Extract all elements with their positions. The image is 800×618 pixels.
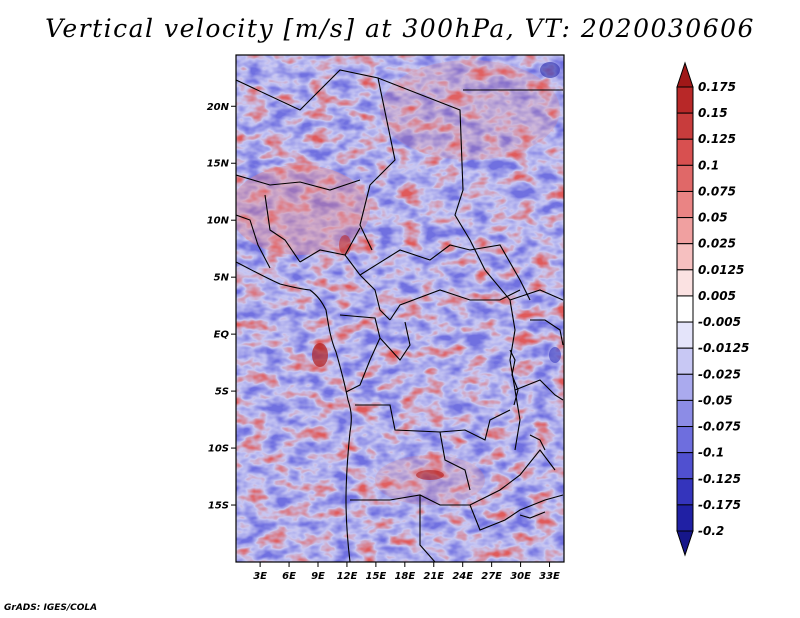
lon-tick-label: 24E bbox=[452, 571, 473, 582]
colorbar-swatch bbox=[676, 347, 694, 375]
colorbar-label: -0.005 bbox=[698, 315, 741, 329]
colorbar-label: 0.025 bbox=[698, 237, 736, 251]
colorbar-label: -0.2 bbox=[698, 524, 724, 538]
colorbar-label: 0.0125 bbox=[698, 263, 744, 277]
colorbar-label: 0.175 bbox=[698, 80, 736, 94]
lon-tick-label: 27E bbox=[481, 571, 502, 582]
map-title: Vertical velocity [m/s] at 300hPa, VT: 2… bbox=[45, 14, 755, 43]
colorbar-swatch bbox=[676, 164, 694, 192]
colorbar-swatch bbox=[676, 112, 694, 140]
colorbar-label: -0.0125 bbox=[698, 341, 749, 355]
lat-tick-label: 10S bbox=[208, 444, 229, 455]
lon-tick-label: 18E bbox=[394, 571, 415, 582]
colorbar-label: 0.05 bbox=[698, 211, 728, 225]
latitude-axis: 20N 15N 10N 5N EQ 5S 10S 15S bbox=[207, 102, 236, 512]
velocity-field bbox=[236, 55, 564, 562]
colorbar-swatch bbox=[676, 399, 694, 428]
lat-tick-label: 10N bbox=[207, 216, 230, 227]
colorbar-label: -0.175 bbox=[698, 498, 741, 512]
colorbar-swatch bbox=[676, 530, 694, 557]
map-frame bbox=[235, 54, 565, 563]
colorbar-swatch bbox=[676, 504, 694, 532]
colorbar-label: -0.025 bbox=[698, 367, 741, 381]
colorbar-swatch bbox=[676, 478, 694, 506]
longitude-axis: 3E 6E 9E 12E 15E 18E 21E 24E 27E 30E 33E bbox=[253, 562, 560, 582]
colorbar-label: -0.05 bbox=[698, 393, 733, 407]
colorbar-label: 0.075 bbox=[698, 184, 736, 198]
lon-tick-label: 3E bbox=[253, 571, 267, 582]
lat-tick-label: EQ bbox=[214, 330, 230, 341]
colorbar-swatch bbox=[676, 373, 694, 401]
lon-tick-label: 6E bbox=[282, 571, 296, 582]
colorbar: 0.175 0.15 0.125 0.1 0.075 0.05 0.025 0.0125 0.0… bbox=[676, 61, 749, 557]
map-borders bbox=[236, 69, 564, 562]
colorbar-label: 0.15 bbox=[698, 106, 728, 120]
colorbar-swatch bbox=[676, 190, 694, 219]
colorbar-swatch bbox=[676, 86, 694, 114]
colorbar-label: -0.075 bbox=[698, 420, 741, 434]
colorbar-swatch bbox=[676, 217, 694, 245]
lon-tick-label: 12E bbox=[337, 571, 358, 582]
colorbar-label: 0.125 bbox=[698, 132, 736, 146]
lon-tick-label: 15E bbox=[366, 571, 387, 582]
lat-tick-label: 15S bbox=[208, 501, 229, 512]
lon-tick-label: 21E bbox=[423, 571, 444, 582]
footer-credit: GrADS: IGES/COLA bbox=[4, 603, 98, 613]
colorbar-swatch bbox=[676, 269, 694, 297]
colorbar-swatch bbox=[676, 426, 694, 454]
lat-tick-label: 15N bbox=[207, 159, 230, 170]
colorbar-swatch bbox=[676, 243, 694, 271]
colorbar-label: 0.005 bbox=[698, 289, 736, 303]
lon-tick-label: 9E bbox=[311, 571, 325, 582]
colorbar-label: 0.1 bbox=[698, 158, 719, 172]
colorbar-swatch bbox=[676, 61, 694, 88]
lat-tick-label: 5N bbox=[214, 273, 230, 284]
lon-tick-label: 33E bbox=[539, 571, 560, 582]
colorbar-swatch bbox=[676, 452, 694, 480]
colorbar-swatch bbox=[676, 295, 694, 323]
lat-tick-label: 20N bbox=[207, 102, 230, 113]
lat-tick-label: 5S bbox=[215, 387, 229, 398]
colorbar-label: -0.1 bbox=[698, 446, 724, 460]
colorbar-swatch bbox=[676, 321, 694, 349]
lon-tick-label: 30E bbox=[510, 571, 531, 582]
colorbar-label: -0.125 bbox=[698, 472, 741, 486]
colorbar-swatch bbox=[676, 138, 694, 166]
